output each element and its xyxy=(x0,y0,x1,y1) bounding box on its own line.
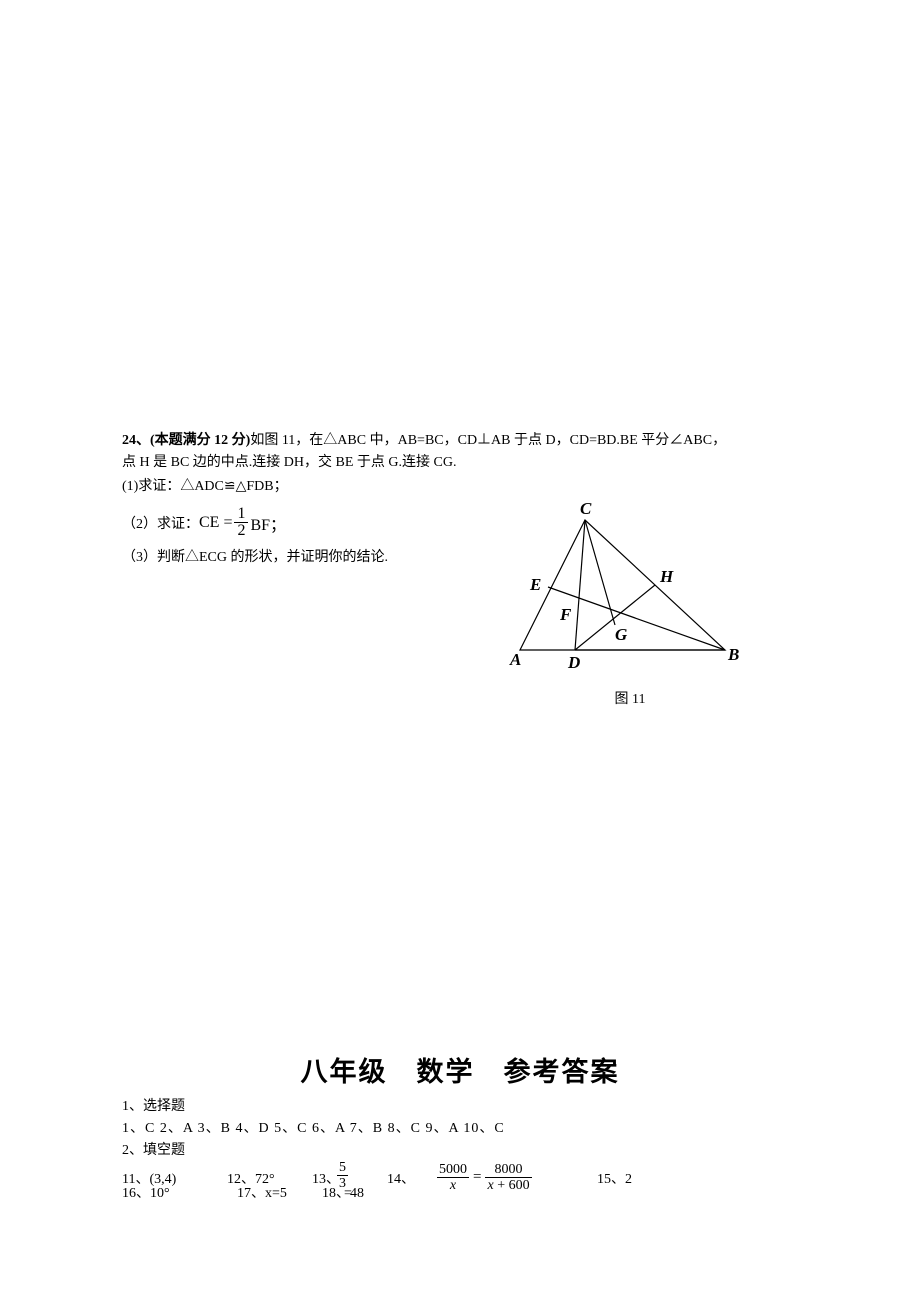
figure-container: A B C D E F G H 图 11 xyxy=(500,500,760,708)
ans-14-eq: 5000 x = 8000 x + 600 xyxy=(437,1162,597,1194)
section2-label: 2、填空题 xyxy=(122,1140,802,1162)
figure-caption: 图 11 xyxy=(500,688,760,708)
frac-numerator: 1 xyxy=(234,506,248,522)
frac-14-right-num: 8000 xyxy=(493,1162,525,1177)
frac-14-left: 5000 x xyxy=(437,1162,469,1194)
frac-14-right: 8000 x + 600 xyxy=(485,1162,531,1194)
problem-number: 24、 xyxy=(122,433,150,448)
sub2-fraction: 1 2 xyxy=(234,506,248,539)
ans-14-equation: 5000 x = 8000 x + 600 xyxy=(437,1162,532,1194)
ans-18: 18、=48 xyxy=(322,1182,422,1202)
line-be xyxy=(548,587,725,650)
frac-14-left-den: x xyxy=(448,1178,458,1193)
ans-15: 15、2 xyxy=(597,1168,667,1188)
label-b: B xyxy=(727,645,739,664)
sub2-math-after: BF； xyxy=(250,511,286,535)
answer-title: 八年级 数学 参考答案 xyxy=(0,1050,920,1089)
label-c: C xyxy=(580,500,592,518)
label-h: H xyxy=(659,567,674,586)
sub2-math-before: CE = xyxy=(199,514,232,532)
frac-denominator: 2 xyxy=(234,523,248,539)
geometry-figure: A B C D E F G H xyxy=(500,500,750,675)
ans-17: 17、x=5 xyxy=(237,1182,322,1202)
label-d: D xyxy=(567,653,580,672)
label-e: E xyxy=(529,575,541,594)
ans-16: 16、10° xyxy=(122,1182,237,1202)
mc-answers: 1、C 2、A 3、B 4、D 5、C 6、A 7、B 8、C 9、A 10、C xyxy=(122,1118,802,1140)
eq-sign: = xyxy=(473,1169,481,1186)
section1-label: 1、选择题 xyxy=(122,1096,802,1118)
problem-line1-text: 如图 11，在△ABC 中，AB=BC，CD⊥AB 于点 D，CD=BD.BE … xyxy=(250,433,726,448)
label-g: G xyxy=(615,625,628,644)
problem-line-1: 24、(本题满分 12 分)如图 11，在△ABC 中，AB=BC，CD⊥AB … xyxy=(122,430,802,452)
problem-sub1: (1)求证：△ADC≌△FDB； xyxy=(122,476,802,498)
frac-14-left-num: 5000 xyxy=(437,1162,469,1177)
label-a: A xyxy=(509,650,521,669)
frac-14-right-den: x + 600 xyxy=(485,1178,531,1193)
line-cg xyxy=(585,520,615,625)
fill-rows-container: 11、(3,4) 12、72° 13、 14、 5000 x = 8000 x … xyxy=(122,1162,802,1206)
problem-line-2: 点 H 是 BC 边的中点.连接 DH，交 BE 于点 G.连接 CG. xyxy=(122,452,802,474)
line-cd xyxy=(575,520,585,650)
frac-13-num: 5 xyxy=(337,1160,348,1175)
ans-18-overlap: =48 xyxy=(350,1186,364,1202)
label-f: F xyxy=(559,605,572,624)
problem-score: (本题满分 12 分) xyxy=(150,433,250,448)
sub2-prefix: （2）求证： xyxy=(122,513,199,533)
ans-18-val: 48 xyxy=(350,1186,364,1201)
fill-row-2: 16、10° 17、x=5 18、=48 xyxy=(122,1182,422,1202)
x-var: x xyxy=(487,1178,493,1193)
answer-section: 1、选择题 1、C 2、A 3、B 4、D 5、C 6、A 7、B 8、C 9、… xyxy=(122,1096,802,1206)
ans-18-eq: = xyxy=(344,1186,352,1202)
